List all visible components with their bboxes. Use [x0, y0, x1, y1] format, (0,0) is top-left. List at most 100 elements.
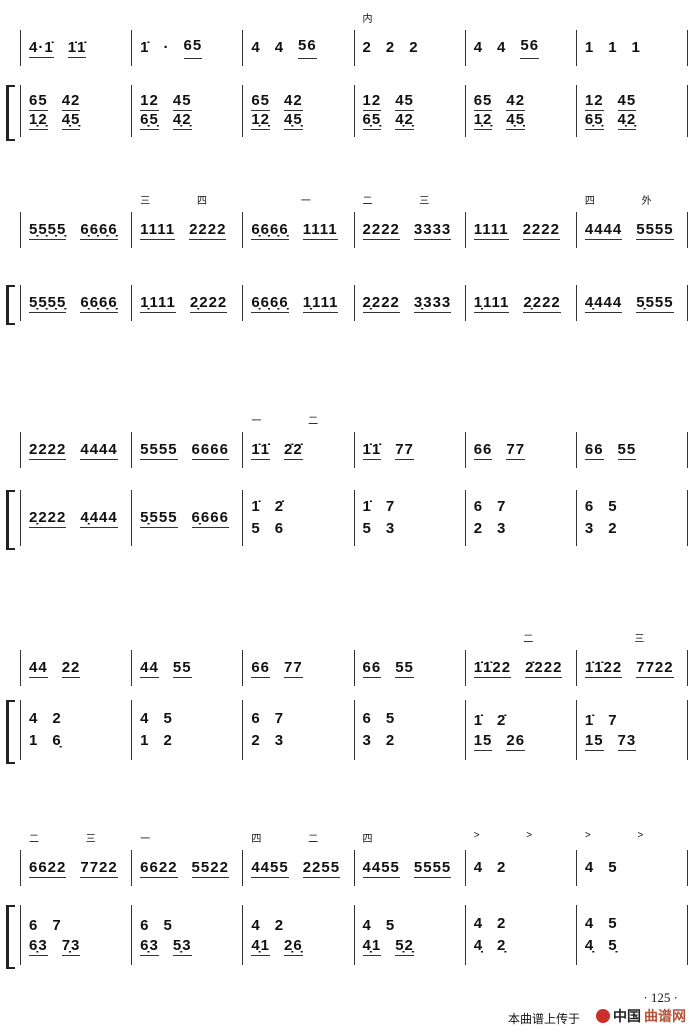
note-group: 4444: [584, 220, 623, 240]
note-group: 3: [274, 732, 285, 749]
note-group: 7̣3: [61, 936, 81, 956]
note-group: 5522: [191, 858, 229, 878]
note-line: 4̣1 2̣6̣: [251, 937, 353, 956]
staff-brace: [6, 85, 15, 141]
note-line: 1̣2̣ 4̣5̣: [473, 111, 576, 130]
note-group: 5: [163, 710, 173, 727]
note-group: 1: [631, 39, 641, 56]
measure: 66 55: [575, 432, 689, 468]
note-group: 1̇1̇: [251, 440, 271, 460]
note-group: 1: [608, 39, 618, 56]
note-group: 5555: [140, 440, 178, 460]
note-group: 6: [140, 916, 150, 934]
measure: 6 5 6̣3 5̣3: [131, 905, 242, 965]
note-group: 4̣2̣: [617, 111, 637, 130]
note-group: 5555: [413, 858, 452, 878]
fingering-annotation: 二: [473, 634, 556, 645]
note-group: 5: [163, 916, 173, 934]
note-group: 3̣333: [413, 293, 452, 313]
fingering-annotation: 一: [140, 834, 173, 845]
note-group: 6̣666: [191, 508, 229, 528]
note-line: 1111 2222: [473, 220, 576, 240]
note-group: 2: [385, 39, 396, 56]
note-group: 44: [29, 658, 48, 678]
measure: 12 45 6̣5̣ 4̣2̣: [131, 85, 242, 137]
measure: 66 77: [242, 650, 353, 686]
note-group: 4·1̇: [29, 38, 54, 58]
note-line: 44 55: [140, 659, 242, 678]
note-group: 7: [385, 498, 396, 515]
measure: 6 7 6̣3 7̣3: [20, 905, 131, 965]
staff-brace: [6, 490, 15, 550]
note-line: 2̣222 3̣333: [362, 293, 465, 313]
note-line: 4455 5555: [362, 858, 465, 878]
note-line: 6̣5̣ 4̣2̣: [140, 111, 242, 130]
accompaniment-staff: 2̣222 4̣444 5̣555 6̣666 1̇ 2̇ 5 6 1̇ 7 5 3 6 7 2 3 6 5 3 2: [20, 490, 689, 546]
note-group: 4̣2̣: [395, 111, 414, 130]
measure: 二 三 6622 7722: [20, 834, 131, 886]
measure: 66 55: [353, 650, 465, 686]
note-group: 2255: [302, 858, 341, 878]
note-line: 6̣6̣6̣6̣ 1̣111: [251, 294, 353, 313]
note-line: 1̇ 7: [363, 496, 465, 518]
note-group: 1111: [302, 220, 338, 240]
note-line: 4̣ 5̣: [585, 935, 687, 957]
note-group: 66: [584, 440, 604, 460]
note-group: 6̣6̣6̣6̣: [80, 220, 118, 240]
note-group: 6622: [29, 858, 67, 878]
note-group: 2222: [522, 220, 560, 240]
note-group: 77: [284, 658, 303, 678]
logo-icon: [596, 1009, 610, 1023]
note-group: 4: [362, 916, 372, 934]
note-group: 2: [52, 710, 62, 727]
note-group: 12: [140, 92, 159, 111]
note-group: 5: [251, 520, 261, 537]
fingering-annotation: 二 三: [29, 834, 118, 845]
note-group: 6̣6̣6̣6̣: [251, 220, 289, 240]
note-group: 65: [251, 92, 271, 111]
note-group: 2: [497, 915, 507, 932]
note-group: 44: [140, 658, 159, 678]
note-group: 5̣2̣: [395, 936, 414, 956]
note-group: 2: [608, 520, 618, 537]
note-line: 66 55: [584, 440, 687, 460]
note-line: 2222 4444: [29, 441, 131, 460]
note-group: 4: [251, 39, 261, 56]
measure: 一 6622 5522: [131, 834, 242, 886]
fingering-annotation: 三 四: [140, 196, 229, 207]
fingering-annotation: 四 二: [251, 834, 341, 845]
note-group: 3: [362, 732, 372, 749]
fingering-annotation: > >: [473, 830, 555, 841]
measure: 65 42 1̣2̣ 4̣5̣: [242, 85, 353, 137]
note-group: 6̣: [52, 732, 62, 749]
note-group: 6̣6̣6̣6̣: [80, 293, 118, 313]
note-line: 6̣5̣ 4̣2̣: [362, 111, 465, 130]
note-line: 1̇ 7: [585, 710, 687, 732]
note-group: 4455: [362, 858, 400, 878]
note-group: 7722: [636, 658, 674, 678]
note-line: 2̣222 4̣444: [29, 509, 131, 528]
note-line: 4455 2255: [251, 859, 353, 878]
note-group: 55: [395, 658, 414, 678]
note-group: 2̇2̇: [284, 440, 303, 460]
note-group: 65: [473, 92, 493, 111]
accompaniment-staff: 65 42 1̣2̣ 4̣5̣ 12 45 6̣5̣ 4̣2̣ 65 42 1̣2̣ 4̣5̣ 12 45…: [20, 85, 689, 137]
measure: 12 45 6̣5̣ 4̣2̣: [575, 85, 689, 137]
measure: 2222 4444: [20, 432, 131, 468]
measure: 四 4455 5555: [353, 834, 465, 886]
note-group: 7: [497, 498, 507, 515]
note-line: 4444 5555: [584, 220, 687, 240]
note-group: 2̇: [274, 498, 285, 515]
note-group: ·: [163, 39, 170, 56]
note-line: 6̣6̣6̣6̣ 1111: [251, 221, 353, 240]
note-group: 55: [172, 658, 192, 678]
note-group: 5: [608, 915, 618, 932]
note-group: 65: [183, 37, 203, 59]
